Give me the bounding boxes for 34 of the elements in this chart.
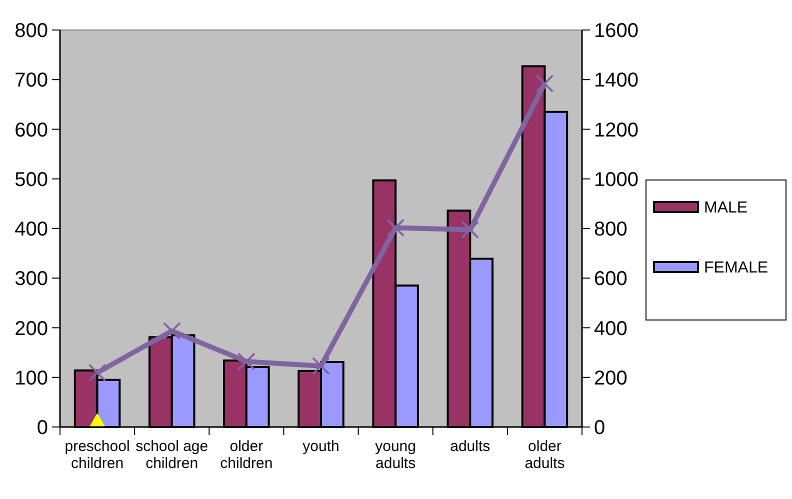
x-tick-label: older adults bbox=[524, 438, 565, 472]
x-tick-label: preschool children bbox=[64, 438, 130, 472]
point bbox=[88, 364, 106, 382]
y-tick-label: 500 bbox=[14, 168, 48, 191]
y2-tick-label: 800 bbox=[594, 218, 628, 240]
point bbox=[536, 74, 554, 93]
y-tick-label: 100 bbox=[14, 367, 48, 390]
y-tick-label: 700 bbox=[14, 70, 48, 92]
y-tick-label: 800 bbox=[14, 20, 48, 42]
y2-tick-label: 1200 bbox=[594, 119, 638, 142]
y2-tick-label: 400 bbox=[594, 318, 628, 340]
legend-label: FEMALE bbox=[704, 260, 768, 277]
x-tick-label: older children bbox=[220, 438, 273, 472]
x-tick-label: adults bbox=[450, 438, 490, 455]
y2-tick-label: 0 bbox=[594, 417, 606, 439]
y2-tick-label: 600 bbox=[594, 268, 628, 290]
y-tick-label: 300 bbox=[14, 268, 48, 290]
x-tick-label: school age children bbox=[136, 438, 208, 472]
point bbox=[386, 218, 405, 237]
y2-tick-label: 1000 bbox=[594, 168, 638, 191]
point bbox=[461, 220, 480, 239]
y-tick-label: 0 bbox=[36, 417, 48, 439]
y-tick-label: 400 bbox=[14, 218, 48, 240]
x-tick-label: young adults bbox=[375, 438, 416, 472]
y2-tick-label: 1600 bbox=[594, 20, 638, 42]
point bbox=[237, 352, 256, 370]
y-tick-label: 600 bbox=[14, 119, 48, 142]
point bbox=[162, 322, 181, 340]
x-tick-label: youth bbox=[302, 438, 340, 455]
legend-label: MALE bbox=[704, 200, 748, 217]
point bbox=[312, 356, 330, 375]
y-tick-label: 200 bbox=[14, 318, 48, 340]
y2-tick-label: 1400 bbox=[594, 70, 638, 92]
y2-tick-label: 200 bbox=[594, 367, 628, 390]
